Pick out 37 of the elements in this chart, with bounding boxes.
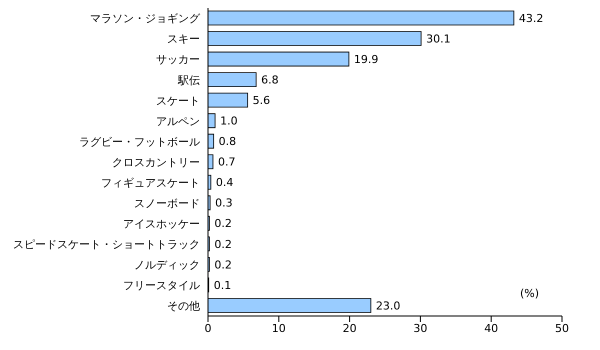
y-tick-label: クロスカントリー (112, 156, 200, 169)
data-label: 0.3 (215, 196, 233, 210)
y-tick-label: ノルディック (134, 258, 200, 272)
data-label: 19.9 (354, 52, 378, 66)
y-tick-label: サッカー (156, 53, 200, 66)
x-tick-label: 20 (342, 322, 357, 335)
y-tick-label: 駅伝 (177, 74, 200, 87)
data-label: 0.8 (218, 135, 236, 148)
data-label: 30.1 (426, 32, 451, 46)
x-tick-label: 10 (272, 322, 286, 335)
annotation: (%) (520, 287, 540, 300)
x-tick-label: 0 (204, 322, 212, 335)
y-tick-label: フィギュアスケート (101, 176, 200, 190)
data-label: 1.0 (220, 114, 238, 128)
y-tick-label: スキー (167, 32, 200, 46)
y-tick-label: スノーボード (134, 196, 200, 210)
y-tick-label: ラグビー・フットボール (79, 135, 200, 148)
data-label: 5.6 (252, 94, 270, 108)
y-tick-label: スケート (156, 94, 200, 108)
data-label: 6.8 (261, 74, 279, 87)
data-label: 0.4 (216, 176, 234, 190)
y-tick-label: アルペン (156, 114, 200, 128)
y-tick-label: フリースタイル (123, 279, 200, 292)
data-label: 0.7 (218, 156, 236, 169)
y-tick-label: マラソン・ジョギング (90, 12, 201, 26)
data-label: 0.1 (214, 278, 232, 292)
x-tick-label: 40 (484, 322, 498, 335)
data-label: 0.2 (214, 217, 232, 230)
x-tick-label: 50 (555, 322, 569, 335)
y-tick-label: その他 (167, 300, 200, 313)
data-label: 23.0 (376, 299, 400, 312)
y-tick-label: スピードスケート・ショートトラック (13, 238, 200, 252)
x-tick-label: 30 (413, 322, 428, 335)
y-tick-label: アイスホッケー (123, 218, 200, 231)
data-label: 0.2 (214, 258, 232, 272)
data-label: 0.2 (214, 238, 232, 251)
data-label: 43.2 (518, 12, 544, 25)
